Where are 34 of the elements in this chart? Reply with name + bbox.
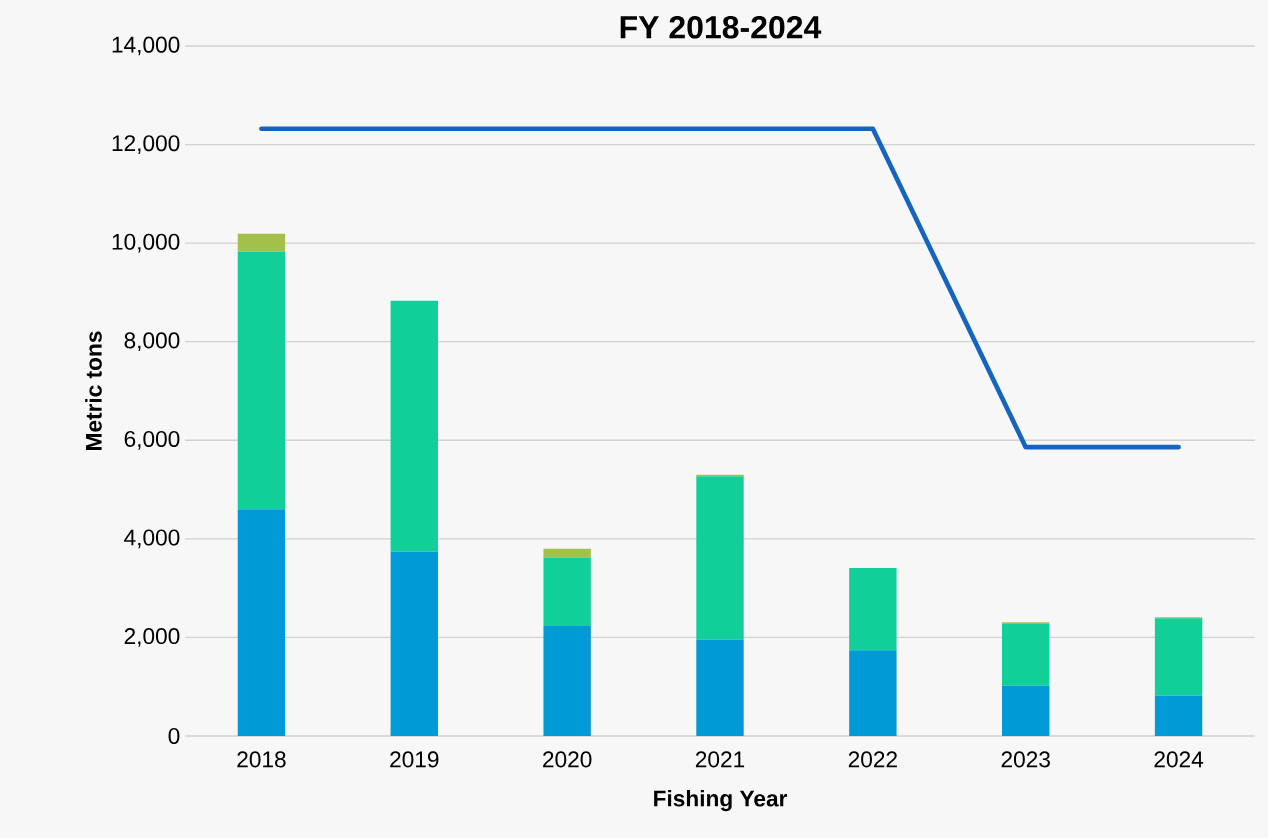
bar [1154, 695, 1203, 736]
bar [237, 251, 286, 510]
bar [696, 639, 744, 736]
y-axis-title: Metric tons [85, 331, 102, 450]
bar [543, 557, 591, 627]
y-tick-label: 0 [168, 727, 180, 745]
x-tick-label: 2019 [390, 751, 439, 768]
bar [237, 233, 286, 252]
bar [849, 650, 897, 736]
y-tick-label: 12,000 [112, 135, 180, 154]
y-tick-label: 8,000 [124, 332, 180, 352]
y-tick-label: 4,000 [124, 529, 180, 549]
x-tick-label: 2024 [1154, 751, 1204, 768]
bar [1002, 624, 1050, 686]
chart-title: FY 2018-2024 [620, 15, 822, 39]
bar [543, 626, 591, 736]
y-tick-label: 6,000 [124, 430, 180, 450]
y-tick-label: 10,000 [112, 233, 180, 253]
x-tick-label: 2021 [695, 751, 745, 768]
bar [390, 300, 438, 552]
bar [1002, 685, 1050, 736]
y-tick-label: 2,000 [124, 628, 180, 647]
bar [390, 551, 438, 736]
x-tick-label: 2020 [543, 751, 592, 768]
bar [849, 567, 897, 651]
x-axis-title: Fishing Year [654, 789, 788, 812]
bar [237, 509, 286, 736]
y-tick-label: 14,000 [112, 36, 180, 56]
x-tick-label: 2023 [1001, 751, 1050, 768]
bar [1154, 618, 1203, 696]
bar [696, 476, 744, 640]
x-tick-label: 2018 [237, 751, 286, 768]
x-tick-label: 2022 [848, 751, 897, 768]
bar [543, 548, 591, 558]
